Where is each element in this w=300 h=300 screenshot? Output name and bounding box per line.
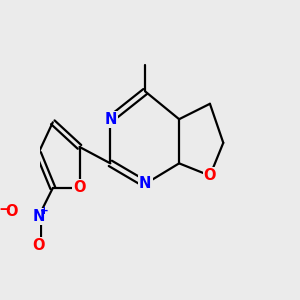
Text: O: O [32,238,45,253]
Text: −: − [0,202,11,217]
Text: O: O [204,168,216,183]
Text: N: N [32,209,45,224]
Text: N: N [139,176,152,191]
Text: O: O [73,181,86,196]
Text: +: + [40,206,49,216]
Text: N: N [104,112,116,127]
Text: O: O [5,204,18,219]
